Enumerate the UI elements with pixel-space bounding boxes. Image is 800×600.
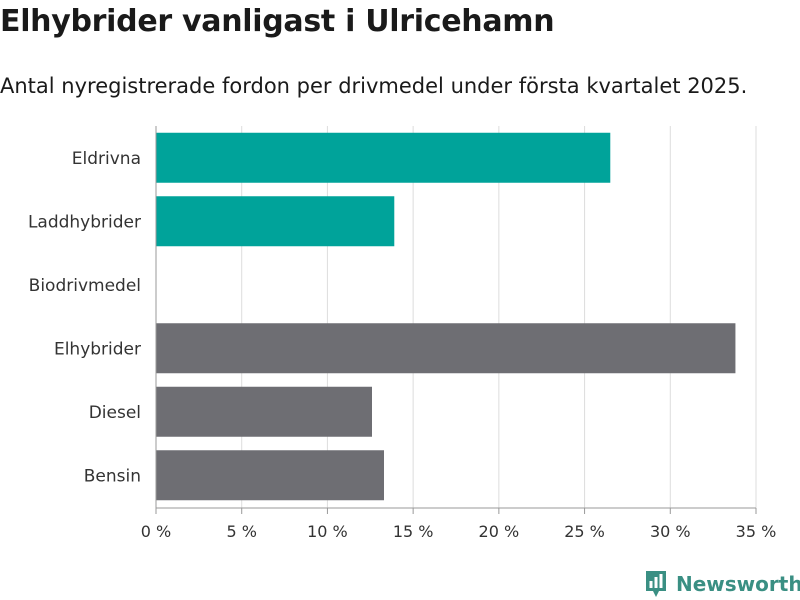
x-tick-label: 15 % <box>393 522 434 541</box>
category-label: Bensin <box>84 466 141 486</box>
category-labels: Eldrivna Laddhybrider Biodrivmedel Elhybrid… <box>28 149 141 487</box>
chart-title: Elhybrider vanligast i Ulricehamn <box>0 4 555 39</box>
chart-subtitle: Antal nyregistrerade fordon per drivmede… <box>0 74 748 98</box>
bars <box>156 132 736 501</box>
gridlines <box>241 126 757 508</box>
category-label: Biodrivmedel <box>29 276 141 296</box>
x-tick-label: 25 % <box>564 522 605 541</box>
bar <box>156 450 384 501</box>
x-tick-label: 5 % <box>226 522 256 541</box>
x-tick-label: 30 % <box>650 522 691 541</box>
bar-chart: Eldrivna Laddhybrider Biodrivmedel Elhybrid… <box>28 126 777 541</box>
category-label: Eldrivna <box>72 149 141 169</box>
newsworthy-logo: Newsworthy <box>644 568 800 600</box>
x-tick-label: 0 % <box>141 522 171 541</box>
x-tick-label: 10 % <box>307 522 348 541</box>
x-tick-label: 35 % <box>736 522 777 541</box>
x-axis: 0 % 5 % 10 % 15 % 20 % 25 % 30 % 35 % <box>141 126 777 541</box>
category-label: Laddhybrider <box>28 212 141 232</box>
bar <box>156 196 395 247</box>
bar <box>156 132 611 183</box>
category-label: Diesel <box>89 403 141 423</box>
newsworthy-logo-text: Newsworthy <box>676 572 800 596</box>
category-label: Elhybrider <box>54 339 141 359</box>
x-tick-label: 20 % <box>479 522 520 541</box>
newsworthy-logo-icon <box>646 571 666 597</box>
bar <box>156 323 736 374</box>
bar <box>156 386 372 437</box>
